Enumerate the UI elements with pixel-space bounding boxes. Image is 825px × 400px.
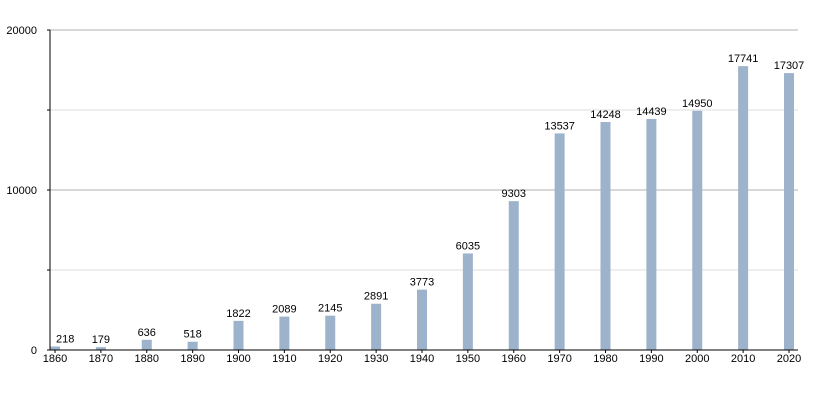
bar-2010 — [738, 66, 749, 351]
data-label-2010: 17741 — [728, 53, 759, 65]
x-tick-2020: 2020 — [777, 353, 801, 365]
data-label-1890: 518 — [183, 329, 201, 341]
y-tick-0: 0 — [31, 345, 37, 357]
x-tick-1940: 1940 — [410, 353, 434, 365]
data-label-1880: 636 — [138, 327, 156, 339]
x-tick-1920: 1920 — [318, 353, 342, 365]
x-tick-1870: 1870 — [89, 353, 113, 365]
y-tick-10000: 10000 — [6, 185, 37, 197]
bar-1910 — [279, 316, 290, 350]
data-labels: 218 179 636 518 1822 2089 2145 2891 3773 6035 9303… — [56, 53, 804, 346]
y-axis-tick-labels: 0 10000 20000 — [6, 25, 37, 357]
x-tick-1930: 1930 — [364, 353, 388, 365]
bar-2020 — [784, 73, 794, 350]
bars — [50, 66, 794, 351]
bar-1920 — [325, 315, 336, 350]
data-label-1900: 1822 — [226, 308, 250, 320]
x-tick-1990: 1990 — [639, 353, 663, 365]
x-axis-tick-labels: 1860 1870 1880 1890 1900 1910 1920 1930 1940 1950… — [43, 353, 801, 365]
data-label-1910: 2089 — [272, 304, 296, 316]
data-label-2020: 17307 — [774, 60, 805, 72]
x-tick-1880: 1880 — [135, 353, 159, 365]
bar-1940 — [417, 289, 427, 350]
x-tick-1860: 1860 — [43, 353, 67, 365]
data-label-1990: 14439 — [636, 106, 667, 118]
bar-1960 — [508, 201, 519, 350]
data-label-1860: 218 — [56, 334, 74, 346]
data-label-1980: 14248 — [590, 109, 621, 121]
axes — [47, 29, 798, 353]
data-label-1930: 2891 — [364, 291, 388, 303]
bar-1980 — [600, 122, 611, 350]
bar-2000 — [692, 110, 703, 350]
data-label-1940: 3773 — [410, 277, 434, 289]
bar-1870 — [95, 347, 106, 350]
x-tick-1970: 1970 — [547, 353, 571, 365]
bar-1860 — [50, 346, 60, 350]
y-tick-20000: 20000 — [6, 25, 37, 37]
data-label-1960: 9303 — [502, 188, 526, 200]
x-tick-1890: 1890 — [180, 353, 204, 365]
bar-1900 — [233, 320, 244, 350]
x-tick-2000: 2000 — [685, 353, 709, 365]
x-tick-1900: 1900 — [226, 353, 250, 365]
gridlines — [50, 29, 798, 271]
data-label-2000: 14950 — [682, 98, 713, 110]
bar-1930 — [371, 303, 382, 350]
bar-1970 — [554, 133, 565, 350]
x-tick-1980: 1980 — [593, 353, 617, 365]
data-label-1920: 2145 — [318, 303, 342, 315]
x-tick-1960: 1960 — [502, 353, 526, 365]
data-label-1870: 179 — [92, 334, 110, 346]
bar-1890 — [187, 341, 198, 350]
data-label-1950: 6035 — [456, 240, 480, 252]
bar-1990 — [646, 118, 657, 350]
x-tick-1910: 1910 — [272, 353, 296, 365]
x-tick-1950: 1950 — [456, 353, 480, 365]
x-tick-2010: 2010 — [731, 353, 755, 365]
bar-1880 — [141, 339, 152, 350]
data-label-1970: 13537 — [544, 120, 575, 132]
bar-1950 — [462, 253, 473, 350]
